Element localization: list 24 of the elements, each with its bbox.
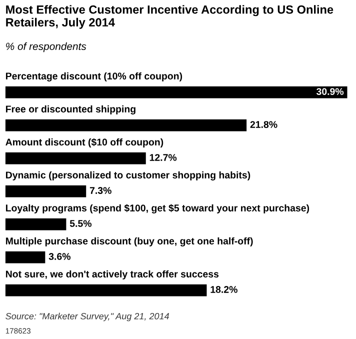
y-tick-label: Percentage discount (10% off coupon) xyxy=(6,72,182,82)
bar xyxy=(5,218,66,230)
y-tick-label: Not sure, we don't actively track offer success xyxy=(6,270,219,280)
bar xyxy=(5,86,348,98)
y-tick-label: Loyalty programs (spend $100, get $5 toward your next purchase) xyxy=(6,204,310,214)
chart-title: Most Effective Customer Incentive According to US Online Retailers, July 2014 xyxy=(6,5,334,29)
y-tick-label: Amount discount ($10 off coupon) xyxy=(6,138,164,148)
bar xyxy=(5,251,46,264)
data-label: 12.7% xyxy=(150,154,177,161)
data-label: 18.2% xyxy=(210,286,238,293)
source-note: Source: "Marketer Survey," Aug 21, 2014 xyxy=(6,312,169,322)
data-label: 5.5% xyxy=(70,220,92,227)
bar xyxy=(5,152,146,164)
data-label: 7.3% xyxy=(90,187,112,194)
chart-subtitle: % of respondents xyxy=(6,42,86,52)
y-tick-label: Dynamic (personalized to customer shopping habits) xyxy=(6,171,250,180)
y-tick-label: Multiple purchase discount (buy one, get one half-off) xyxy=(6,237,253,246)
bar xyxy=(5,284,207,296)
y-tick-label: Free or discounted shipping xyxy=(6,105,136,114)
bar xyxy=(5,185,86,198)
data-label: 30.9% xyxy=(316,88,344,95)
data-label: 3.6% xyxy=(48,253,70,260)
bar xyxy=(5,119,247,132)
data-label: 21.8% xyxy=(250,121,278,128)
